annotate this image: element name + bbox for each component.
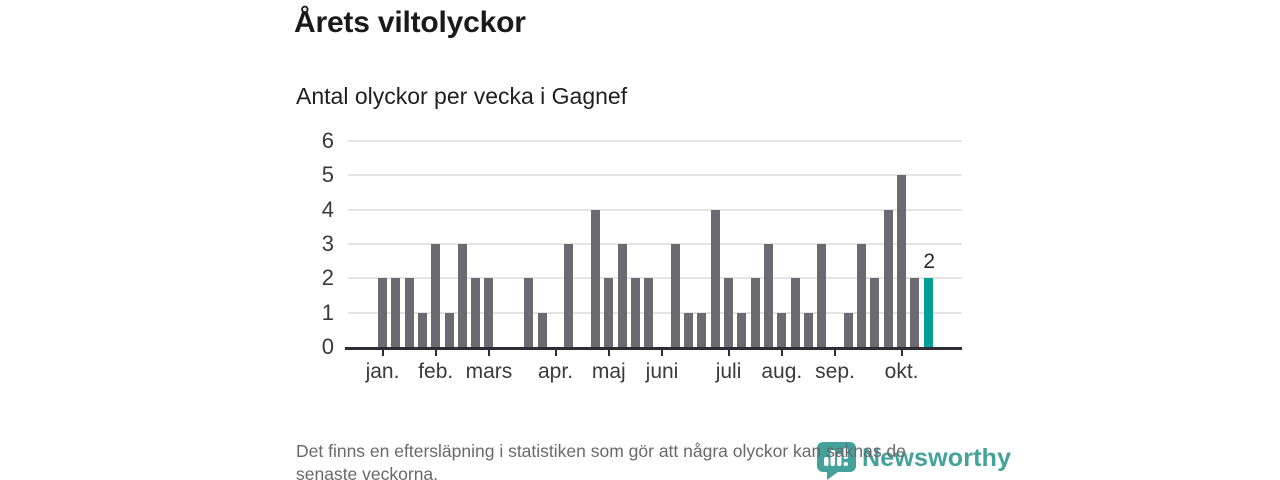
footnote: Det finns en eftersläpning i statistiken… [296,440,906,480]
month-label: okt. [884,360,919,383]
bar [444,312,454,347]
bar [763,244,773,347]
month-label: jan. [365,360,400,383]
x-axis-tick [900,350,903,356]
bar-chart-bubble-icon [817,442,856,480]
x-axis-tick [434,350,437,356]
y-axis-label: 6 [321,128,334,153]
bar [710,209,720,347]
bar [457,244,467,347]
month-label: juni [645,360,679,383]
bar [724,278,734,347]
gridline [348,243,962,245]
x-axis-tick [607,350,610,356]
gridline [348,174,962,177]
x-axis-tick [381,350,384,356]
bar [777,312,787,347]
y-axis-label: 0 [321,334,334,359]
chart-subtitle: Antal olyckor per vecka i Gagnef [296,83,628,109]
bar [644,278,654,347]
x-axis-tick [780,350,783,356]
y-axis-label: 4 [321,196,334,222]
bar [417,312,427,347]
bar [604,278,614,347]
month-label: aug. [761,360,803,383]
x-axis-tick [727,350,730,356]
month-label: feb. [418,360,454,383]
bar [803,312,813,347]
y-axis-label: 2 [321,265,334,291]
highlight-bar-value-label: 2 [923,250,936,274]
bar [697,312,707,347]
gridline [348,311,962,314]
newsworthy-logo-text: Newsworthy [862,444,1012,472]
bar [391,278,401,347]
bar [590,209,600,347]
x-axis-line [345,347,962,350]
bar [684,312,694,347]
newsworthy-logo: Newsworthy [816,441,1011,480]
x-axis-tick [554,350,557,356]
bar [617,244,627,347]
bar [630,278,640,347]
bar [870,278,880,347]
footnote-line-1: Det finns en eftersläpning i statistiken… [296,441,906,461]
gridline [348,277,962,280]
month-label: maj [591,360,626,383]
bar [524,278,534,347]
y-axis-label: 5 [321,162,334,188]
gridline [348,208,962,211]
bar [790,278,800,347]
gridline [348,140,962,142]
y-axis-label: 1 [321,299,334,325]
bar [484,278,494,347]
bar [817,244,827,347]
page-title: Årets viltolyckor [294,6,526,39]
bar [910,278,920,347]
bar [843,312,853,347]
bar [750,278,760,347]
bar [431,244,441,347]
highlighted-bar [923,278,933,347]
bar [537,312,547,347]
bar [897,175,907,347]
bar [404,278,414,347]
bar [670,244,680,347]
bar [883,209,893,347]
y-axis-label: 3 [321,231,334,256]
bar [857,244,867,347]
bar [737,312,747,347]
month-label: mars [465,360,513,383]
x-axis-tick [834,350,837,356]
footnote-line-2: senaste veckorna. [296,464,439,480]
bar [471,278,481,347]
month-label: juli [715,360,742,383]
month-label: sep. [815,360,855,383]
bar-chart: 0 1 2 3 4 5 6 jan. feb. mars apr. maj juni juli aug. s… [322,128,962,383]
bar [564,244,574,347]
bar [378,278,387,347]
month-label: apr. [538,360,574,383]
x-axis-tick [487,350,490,356]
x-axis-tick [661,350,663,356]
